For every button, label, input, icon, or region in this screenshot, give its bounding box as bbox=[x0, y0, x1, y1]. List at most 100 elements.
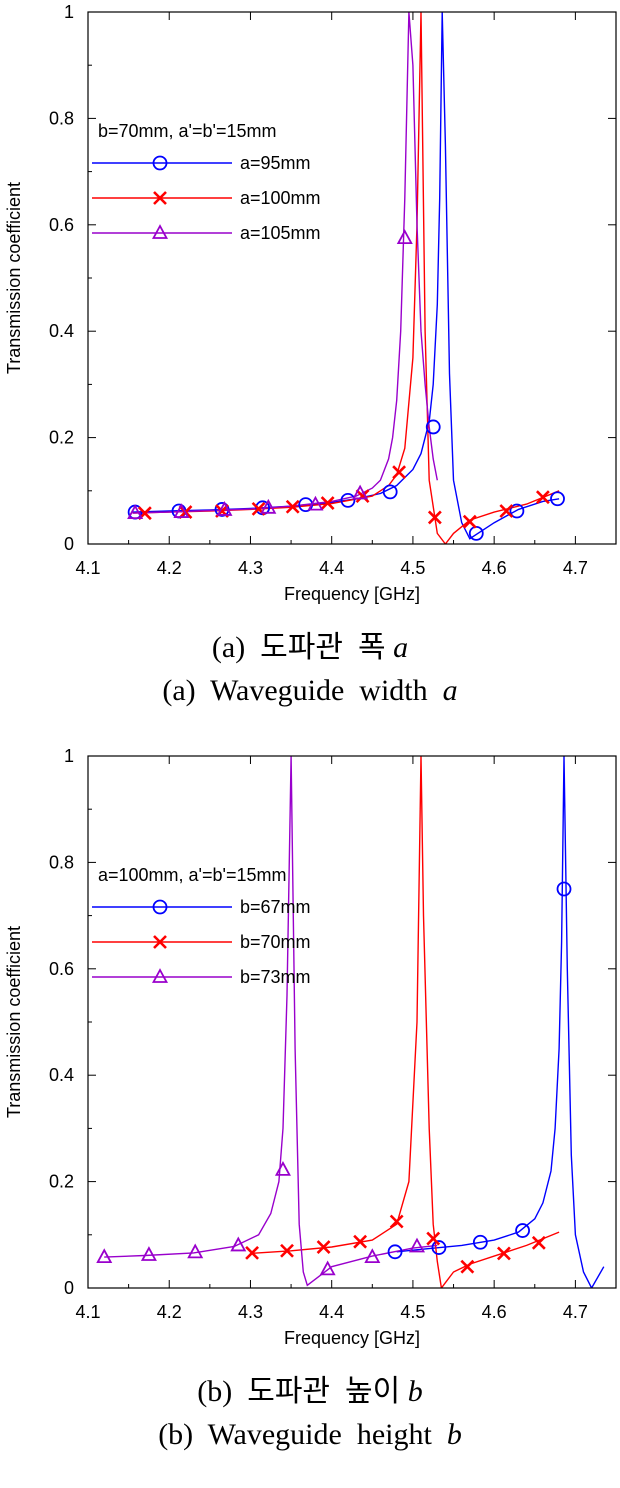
data-point-s2-8 bbox=[496, 1246, 511, 1261]
caption-a-english-text: (a) Waveguide width bbox=[162, 674, 443, 707]
y-tick-label-0.4: 0.4 bbox=[49, 1065, 74, 1085]
legend-marker-2 bbox=[153, 935, 167, 949]
y-tick-label-0: 0 bbox=[64, 1278, 74, 1298]
data-point-s1-8 bbox=[425, 419, 441, 435]
x-tick-label-4.3: 4.3 bbox=[238, 1302, 263, 1322]
x-tick-label-4.6: 4.6 bbox=[482, 558, 507, 578]
legend-label-1: b=67mm bbox=[240, 897, 311, 917]
data-point-s2-11 bbox=[499, 504, 514, 518]
caption-a-english-variable: a bbox=[442, 674, 458, 707]
data-point-s2-6 bbox=[320, 496, 335, 510]
caption-b-english-variable: b bbox=[446, 1418, 462, 1451]
data-point-s1-6 bbox=[340, 492, 356, 508]
plot-area bbox=[104, 756, 605, 1288]
x-tick-label-4.7: 4.7 bbox=[563, 1302, 588, 1322]
y-tick-label-0.4: 0.4 bbox=[49, 321, 74, 341]
series-line-3 bbox=[132, 12, 438, 514]
legend-marker-3 bbox=[151, 224, 169, 239]
y-tick-label-1: 1 bbox=[64, 746, 74, 766]
series-line-1 bbox=[396, 756, 605, 1288]
data-point-s3-6 bbox=[352, 484, 369, 500]
x-tick-label-4.4: 4.4 bbox=[319, 558, 344, 578]
data-point-s1-2 bbox=[431, 1240, 447, 1255]
chart-waveguide-width: 4.1 4.2 4.3 4.4 4.5 4.6 4.7 0 0.2 0.4 0.6 0.8 1 Frequ… bbox=[4, 2, 617, 604]
data-point-s2-5 bbox=[389, 1214, 404, 1229]
series-line-2 bbox=[132, 12, 560, 544]
data-point-s2-7 bbox=[355, 489, 370, 504]
figure-a: 4.1 4.2 4.3 4.4 4.5 4.6 4.7 0 0.2 0.4 0.6 0.8 1 Frequ… bbox=[0, 2, 620, 708]
data-point-s1-9 bbox=[468, 525, 484, 541]
legend-marker-1 bbox=[152, 155, 168, 171]
data-point-s2-8 bbox=[392, 465, 407, 480]
legend-marker-3 bbox=[151, 968, 169, 983]
data-point-s3-1 bbox=[96, 1248, 113, 1264]
plot-frame bbox=[87, 11, 617, 545]
data-point-s3-3 bbox=[216, 501, 233, 516]
x-axis-label: Frequency [GHz] bbox=[284, 584, 420, 604]
y-axis-label: Transmission coefficient bbox=[4, 182, 24, 374]
caption-a-korean-variable: a bbox=[393, 631, 409, 664]
x-tick-label-4.2: 4.2 bbox=[157, 1302, 182, 1322]
data-point-s2-4 bbox=[353, 1234, 368, 1249]
y-tick-label-0.8: 0.8 bbox=[49, 852, 74, 872]
data-point-s2-2 bbox=[280, 1243, 294, 1258]
figure-b: 4.1 4.2 4.3 4.4 4.5 4.6 4.7 0 0.2 0.4 0.6 0.8 1 Frequ… bbox=[0, 744, 620, 1488]
caption-b-korean-text: (b) 도파관 높이 bbox=[197, 1375, 408, 1408]
data-point-s1-10 bbox=[509, 503, 525, 519]
data-point-s3-5 bbox=[274, 1161, 291, 1176]
x-tick-label-4.5: 4.5 bbox=[400, 558, 425, 578]
legend-label-2: a=100mm bbox=[240, 188, 321, 208]
x-tick-label-4.6: 4.6 bbox=[482, 1302, 507, 1322]
data-point-s1-1 bbox=[387, 1244, 403, 1260]
data-point-s2-7 bbox=[460, 1259, 475, 1274]
x-tick-label-4.1: 4.1 bbox=[75, 558, 100, 578]
y-tick-label-0.8: 0.8 bbox=[49, 108, 74, 128]
data-point-s3-6 bbox=[319, 1260, 336, 1276]
data-point-s3-5 bbox=[307, 495, 324, 511]
data-point-s3-2 bbox=[140, 1246, 157, 1261]
data-point-s1-7 bbox=[382, 484, 398, 500]
x-axis-label: Frequency [GHz] bbox=[284, 1328, 420, 1348]
data-point-s1-3 bbox=[472, 1234, 488, 1250]
data-point-s3-7 bbox=[364, 1248, 381, 1264]
caption-a-english: (a) Waveguide width a bbox=[0, 674, 620, 708]
legend-label-3: a=105mm bbox=[240, 223, 321, 243]
caption-b-korean-variable: b bbox=[407, 1375, 423, 1408]
series-line-2 bbox=[250, 756, 560, 1288]
data-point-s3-7 bbox=[396, 229, 413, 245]
caption-a-korean: (a) 도파관 폭 a bbox=[0, 622, 620, 666]
data-point-s3-1 bbox=[127, 504, 144, 520]
legend-label-1: a=95mm bbox=[240, 153, 311, 173]
legend-marker-2 bbox=[153, 191, 167, 205]
x-tick-label-4.4: 4.4 bbox=[319, 1302, 344, 1322]
y-tick-label-0.6: 0.6 bbox=[49, 959, 74, 979]
y-tick-label-0: 0 bbox=[64, 534, 74, 554]
legend-label-2: b=70mm bbox=[240, 932, 311, 952]
y-tick-label-1: 1 bbox=[64, 2, 74, 22]
data-point-s3-2 bbox=[173, 503, 190, 518]
data-point-s2-5 bbox=[285, 499, 300, 514]
data-point-s2-10 bbox=[462, 514, 477, 529]
data-point-s1-4 bbox=[515, 1223, 530, 1238]
legend-title: a=100mm, a'=b'=15mm bbox=[98, 865, 286, 885]
y-tick-label-0.2: 0.2 bbox=[49, 1172, 74, 1192]
x-tick-label-4.7: 4.7 bbox=[563, 558, 588, 578]
legend-title: b=70mm, a'=b'=15mm bbox=[98, 121, 276, 141]
x-tick-label-4.1: 4.1 bbox=[75, 1302, 100, 1322]
data-point-s2-12 bbox=[535, 490, 550, 505]
x-tick-label-4.3: 4.3 bbox=[238, 558, 263, 578]
chart-waveguide-height: 4.1 4.2 4.3 4.4 4.5 4.6 4.7 0 0.2 0.4 0.6 0.8 1 Frequ… bbox=[4, 746, 617, 1348]
data-point-s3-8 bbox=[408, 1237, 425, 1253]
y-axis-label: Transmission coefficient bbox=[4, 926, 24, 1118]
caption-b-korean: (b) 도파관 높이 b bbox=[0, 1366, 620, 1410]
series-line-3 bbox=[104, 756, 438, 1287]
x-tick-label-4.2: 4.2 bbox=[157, 558, 182, 578]
caption-a-korean-text: (a) 도파관 폭 bbox=[211, 631, 394, 664]
plot-frame bbox=[87, 755, 617, 1289]
data-point-s1-11 bbox=[550, 491, 565, 507]
x-tick-label-4.5: 4.5 bbox=[400, 1302, 425, 1322]
data-point-s3-4 bbox=[260, 498, 277, 514]
legend-marker-1 bbox=[152, 899, 168, 915]
data-point-s2-6 bbox=[426, 1231, 441, 1246]
y-tick-label-0.6: 0.6 bbox=[49, 215, 74, 235]
